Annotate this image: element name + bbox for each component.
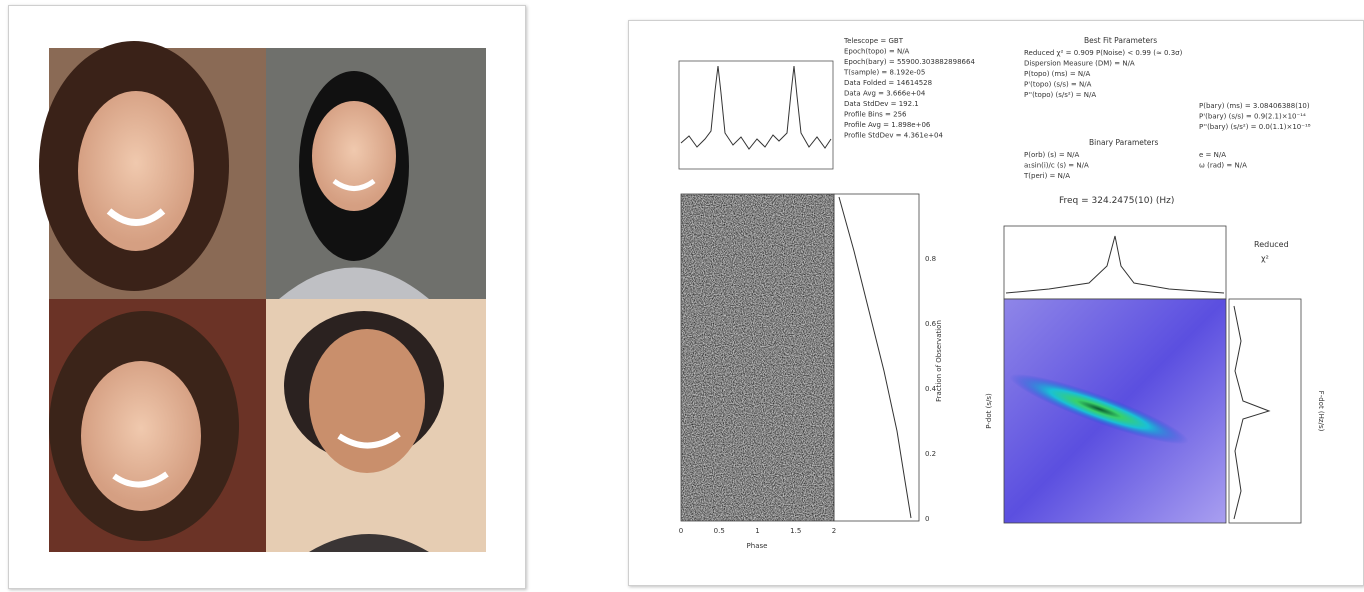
photo: [39, 41, 266, 299]
x-tick-label: 0.5: [714, 527, 725, 535]
info-line: Telescope = GBT: [843, 37, 904, 45]
freq-label: Freq = 324.2475(10) (Hz): [1059, 196, 1174, 206]
y-tick-label: 0.2: [925, 450, 936, 458]
profile-line: [681, 66, 831, 149]
info-line: a₁sin(i)/c (s) = N/A: [1024, 162, 1089, 170]
info-line: T(sample) = 8.192e-05: [843, 69, 925, 77]
y-tick-label: 0.4: [925, 385, 937, 393]
plot-frame: Freq = 324.2475(10) (Hz) Reduced χ² Phas…: [628, 20, 1364, 586]
x-tick-label: 1: [755, 527, 759, 535]
info-line: P'(topo) (s/s) = N/A: [1024, 81, 1092, 89]
photo-frame: [8, 5, 526, 589]
info-line: Epoch(topo) = N/A: [844, 48, 910, 56]
info-line: Dispersion Measure (DM) = N/A: [1024, 60, 1135, 68]
info-line: Data Folded = 14614528: [844, 79, 932, 87]
info-line: P''(bary) (s/s²) = 0.0(1.1)×10⁻¹⁸: [1199, 123, 1311, 131]
info-line: P''(topo) (s/s²) = N/A: [1024, 91, 1096, 99]
info-line: ω (rad) = N/A: [1199, 162, 1247, 170]
photo: [266, 48, 486, 299]
side-line: [1234, 306, 1269, 519]
info-line: Profile Bins = 256: [844, 111, 907, 119]
y-tick-label: 0.6: [925, 320, 937, 328]
info-line: Profile StdDev = 4.361e+04: [844, 132, 943, 140]
info-line: Reduced χ² = 0.909 P(Noise) < 0.99 (≈ 0.…: [1024, 49, 1183, 57]
y-axis-label: Fraction of Observation: [935, 320, 943, 402]
cumulative-line: [839, 197, 911, 518]
x-tick-label: 2: [832, 527, 836, 535]
y-axis-label: F-dot (Hz/s): [1317, 391, 1325, 432]
reduced-chi-label: Reduced: [1254, 240, 1289, 249]
info-line: Data StdDev = 192.1: [844, 100, 919, 108]
info-line: Profile Avg = 1.898e+06: [844, 121, 931, 129]
x-tick-label: 0: [679, 527, 683, 535]
info-line: P(bary) (ms) = 3.08406388(10): [1199, 102, 1310, 110]
discovery-plot: Freq = 324.2475(10) (Hz) Reduced χ² Phas…: [629, 21, 1363, 585]
x-axis-label: Phase: [747, 542, 768, 550]
info-line: P'(bary) (s/s) = 0.9(2.1)×10⁻¹⁴: [1199, 113, 1306, 121]
info-line: Data Avg = 3.666e+04: [844, 90, 926, 98]
reduced-chi-label: χ²: [1261, 254, 1269, 263]
photo: [266, 299, 486, 552]
info-line: Epoch(bary) = 55900.303882898664: [844, 58, 975, 66]
photo-collage: [9, 6, 525, 588]
y-axis-label: P-dot (s/s): [985, 393, 993, 429]
info-line: T(peri) = N/A: [1023, 172, 1070, 180]
x-tick-label: 1.5: [790, 527, 801, 535]
photo: [49, 299, 266, 552]
info-line: P(topo) (ms) = N/A: [1024, 70, 1090, 78]
section-title: Best Fit Parameters: [1084, 36, 1157, 45]
profile-box: [679, 61, 833, 169]
section-title: Binary Parameters: [1089, 138, 1159, 147]
subint-noise: [681, 194, 834, 521]
y-tick-label: 0.8: [925, 255, 936, 263]
chi-line: [1006, 236, 1224, 293]
info-line: e = N/A: [1199, 151, 1226, 159]
page: { "plot": { "info": [ "Telescope = GBT",…: [0, 0, 1364, 590]
info-line: P(orb) (s) = N/A: [1024, 151, 1080, 159]
y-tick-label: 0: [925, 515, 929, 523]
cumulative-box: [834, 194, 919, 521]
